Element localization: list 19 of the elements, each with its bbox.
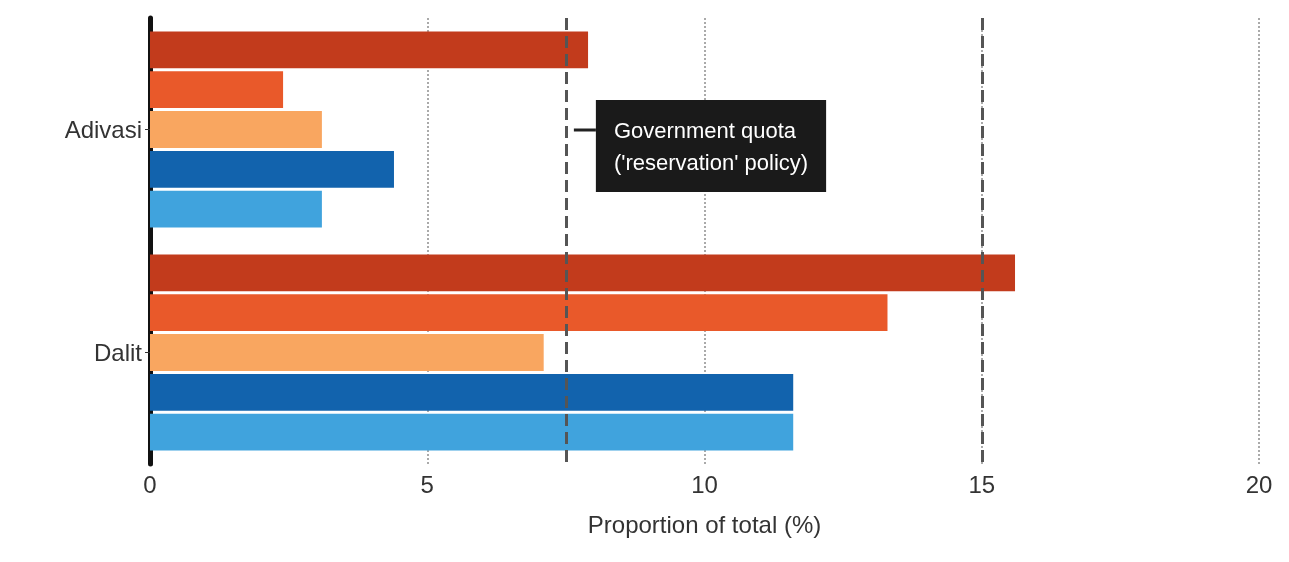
- x-tick-label: 20: [1245, 470, 1273, 498]
- bar: [150, 111, 322, 148]
- bar: [150, 334, 544, 371]
- y-tick-label: Dalit: [93, 339, 143, 366]
- bar: [150, 294, 888, 332]
- bar: [150, 150, 394, 188]
- y-tick-label: Adivasi: [64, 116, 142, 143]
- bar: [150, 254, 1016, 292]
- x-axis-title: Proportion of total (%): [587, 510, 822, 538]
- bar: [150, 71, 284, 109]
- bar: [150, 413, 794, 451]
- bar: [150, 190, 322, 228]
- x-tick-label: 15: [968, 470, 996, 498]
- x-tick-label: 0: [143, 470, 157, 498]
- x-tick-label: 5: [420, 470, 434, 498]
- ref-line-label: Government quota ('reservation' policy): [613, 117, 809, 175]
- bar: [150, 31, 589, 69]
- x-tick-label: 10: [691, 470, 718, 498]
- bar: [150, 373, 794, 411]
